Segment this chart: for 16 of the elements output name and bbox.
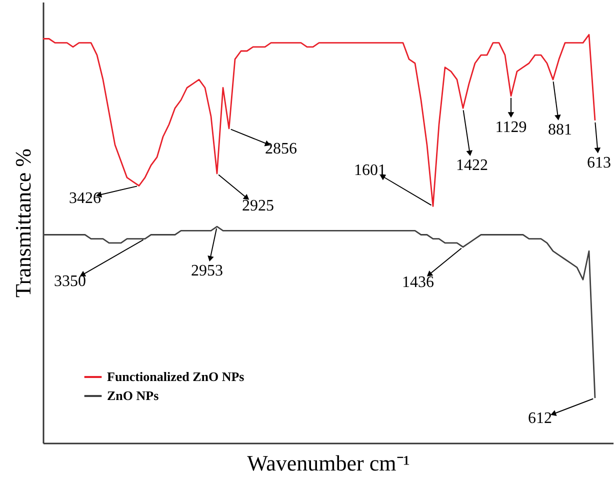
legend-label: ZnO NPs (107, 388, 159, 403)
annotation: 2856 (265, 140, 297, 158)
annotation: 1436 (402, 274, 434, 291)
legend-label: Functionalized ZnO NPs (107, 369, 244, 384)
x-axis-title: Wavenumber cm⁻¹ (247, 450, 410, 476)
annotation: 3426 (69, 190, 101, 207)
annotation: 2925 (242, 198, 274, 214)
annotation: 613 (587, 154, 611, 172)
annotation: 881 (548, 122, 572, 139)
annotation: 1129 (495, 118, 527, 136)
annotation: 2953 (191, 262, 223, 280)
annotation: 3350 (54, 272, 86, 290)
y-axis-title: Transmittance % (10, 148, 36, 298)
annotation: 1422 (456, 157, 488, 174)
annotation: 1601 (354, 162, 386, 180)
annotation: 612 (528, 410, 552, 428)
